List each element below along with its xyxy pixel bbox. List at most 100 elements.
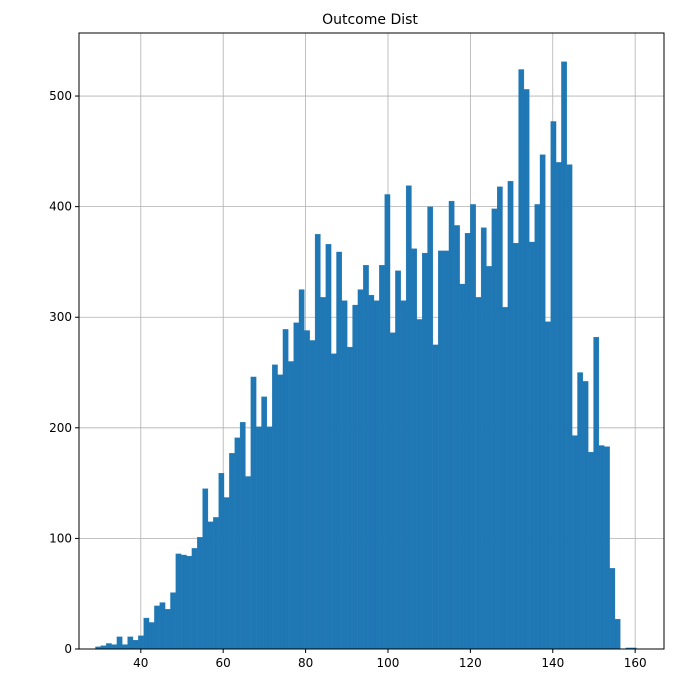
y-tick-label: 0 xyxy=(64,642,72,656)
histogram-bar xyxy=(400,300,407,650)
x-tick-label: 140 xyxy=(541,656,564,670)
histogram-bar xyxy=(459,283,466,650)
histogram-bar xyxy=(132,640,139,650)
histogram-bar xyxy=(571,435,578,650)
histogram-bar xyxy=(191,548,198,650)
histogram-bar xyxy=(539,154,546,650)
histogram-bar xyxy=(545,321,551,650)
histogram-bar xyxy=(239,422,246,650)
axes: 40 60 80 100 120 140 160 0 100 200 300 400 500 xyxy=(49,32,665,670)
histogram-bar xyxy=(550,121,557,650)
histogram-bar xyxy=(266,426,273,650)
histogram-bar xyxy=(416,319,423,650)
x-tick-label: 80 xyxy=(298,656,313,670)
histogram-bar xyxy=(427,206,434,650)
histogram-bar xyxy=(443,250,450,650)
histogram-bar xyxy=(438,250,444,650)
histogram-bar xyxy=(304,330,310,650)
histogram-bar xyxy=(181,554,187,650)
histogram-bar xyxy=(213,517,219,650)
histogram-bar xyxy=(154,605,160,650)
histogram-bar xyxy=(497,186,503,650)
histogram-bar xyxy=(122,644,128,650)
histogram-bar xyxy=(555,162,562,650)
histogram-bar xyxy=(352,304,359,650)
histogram-bar xyxy=(373,300,380,650)
histogram-bar xyxy=(218,473,225,650)
histogram-bar xyxy=(207,521,214,650)
histogram-bar xyxy=(502,307,509,650)
x-tick-label: 160 xyxy=(624,656,647,670)
histogram-bar xyxy=(229,453,235,650)
histogram-bar xyxy=(116,636,123,650)
histogram-bar xyxy=(223,497,230,650)
histogram-bar xyxy=(250,376,257,650)
x-tick-label: 120 xyxy=(459,656,482,670)
histogram-bar xyxy=(272,364,278,650)
histogram-bar xyxy=(357,289,364,650)
histogram-bar xyxy=(395,270,401,650)
histogram-bar xyxy=(480,227,487,650)
histogram-bar xyxy=(261,396,268,650)
histogram-bar xyxy=(111,644,118,650)
histogram-bar xyxy=(148,622,155,650)
histogram-bar xyxy=(470,204,476,650)
histogram-bar xyxy=(341,300,348,650)
histogram-bar xyxy=(277,374,284,650)
histogram-bar xyxy=(432,344,439,650)
histogram-bar xyxy=(106,643,112,650)
histogram-bar xyxy=(523,89,530,650)
histogram-bar xyxy=(507,181,514,650)
y-tick-label: 100 xyxy=(49,531,72,545)
plot-frame xyxy=(78,32,665,650)
histogram-bar xyxy=(486,266,492,650)
histogram-bar xyxy=(577,372,583,650)
histogram-bar xyxy=(588,451,594,650)
histogram-bar xyxy=(389,332,396,650)
x-tick-label: 60 xyxy=(216,656,231,670)
histogram-bar xyxy=(604,446,610,650)
histogram-bar xyxy=(566,164,573,650)
histogram-bar xyxy=(197,537,203,650)
histogram-bar xyxy=(202,488,209,650)
histogram-bar xyxy=(475,297,482,650)
histogram-bar xyxy=(411,248,417,650)
y-tick-label: 200 xyxy=(49,421,72,435)
histogram-bar xyxy=(282,329,289,650)
histogram-bar xyxy=(127,636,134,650)
histogram-bar xyxy=(245,476,251,650)
histogram-bar xyxy=(309,340,316,650)
x-tick-label: 40 xyxy=(133,656,148,670)
histogram-bar xyxy=(314,234,321,650)
histogram-bar xyxy=(347,346,353,650)
chart-title: Outcome Dist xyxy=(322,12,418,28)
y-tick-label: 500 xyxy=(49,89,72,103)
histogram-bar xyxy=(170,592,176,650)
histogram-bar xyxy=(368,294,375,650)
histogram-bar xyxy=(143,617,150,650)
histogram-bar xyxy=(164,609,171,650)
x-tick-label: 100 xyxy=(377,656,400,670)
histogram-bar xyxy=(298,289,305,650)
histogram-bar xyxy=(518,69,525,650)
histogram-bar xyxy=(330,353,337,650)
histogram-bar xyxy=(513,242,519,650)
histogram-bar xyxy=(448,200,455,650)
histogram-bar xyxy=(405,185,412,650)
histogram-bar xyxy=(609,568,616,650)
histogram-bar xyxy=(422,252,428,650)
histogram-bar xyxy=(293,322,300,650)
histogram-bar xyxy=(234,437,241,650)
histogram-bar xyxy=(561,61,567,650)
histogram-bar xyxy=(529,241,535,650)
histogram-bar xyxy=(159,602,166,650)
histogram-bar xyxy=(598,445,605,650)
histogram-bar xyxy=(336,251,342,650)
histogram-bar xyxy=(614,618,621,650)
histogram-bar xyxy=(138,635,144,650)
histogram-bar xyxy=(491,208,498,650)
y-tick-label: 400 xyxy=(49,200,72,214)
histogram-bar xyxy=(582,381,589,650)
histogram-bar xyxy=(325,244,332,650)
